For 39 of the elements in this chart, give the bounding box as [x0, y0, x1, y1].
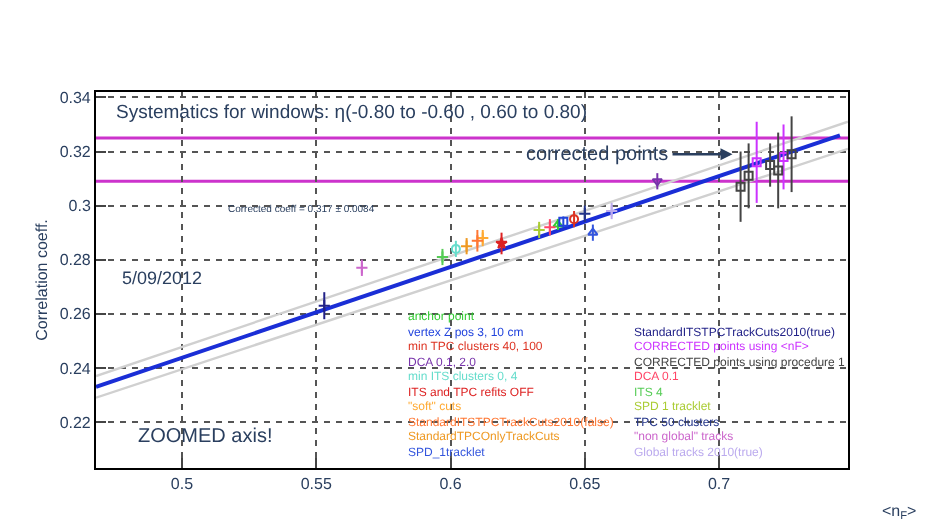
y-tick-label: 0.3: [68, 197, 92, 216]
point: [552, 219, 564, 228]
point: [773, 165, 784, 176]
point: [532, 223, 546, 237]
x-tick-label: 0.6: [439, 475, 463, 494]
text: Systematics for windows: η(-0.80 to -0.60 , 0.60 to 0.80): [116, 102, 588, 124]
y-tick-label: 0.28: [59, 251, 92, 270]
point: [470, 234, 484, 248]
y-tick-label: 0.24: [59, 359, 92, 378]
point: [651, 178, 663, 187]
point: [317, 299, 331, 313]
point: [743, 170, 754, 181]
point: [495, 236, 508, 250]
y-tick-label: 0.34: [59, 89, 92, 108]
x-tick-label: 0.65: [569, 475, 602, 494]
point: [765, 160, 776, 171]
point: [786, 149, 797, 160]
point: [735, 181, 746, 192]
annotation: ZOOMED axis!: [138, 426, 273, 448]
point: [587, 227, 599, 236]
point: [460, 239, 474, 253]
annotation: 5/09/2012: [122, 268, 203, 288]
point: [778, 151, 789, 162]
point: [355, 261, 369, 275]
y-tick-label: 0.32: [59, 143, 92, 162]
y-tick-label: 0.26: [59, 305, 92, 324]
x-tick-label: 0.55: [300, 475, 333, 494]
x-axis-title: <n$_{F}$>: [882, 502, 918, 524]
x-tick-label: 0.5: [170, 475, 195, 494]
point: [543, 220, 557, 234]
point: [751, 157, 762, 168]
point: [435, 250, 450, 264]
x-tick-label: 0.7: [707, 475, 732, 494]
y-axis-title: Correlation coeff.: [33, 219, 52, 341]
point: [476, 231, 490, 245]
y-tick-label: 0.22: [59, 413, 92, 432]
point: [605, 204, 619, 218]
point: [578, 207, 592, 221]
annotation: corrected points: [526, 144, 669, 166]
